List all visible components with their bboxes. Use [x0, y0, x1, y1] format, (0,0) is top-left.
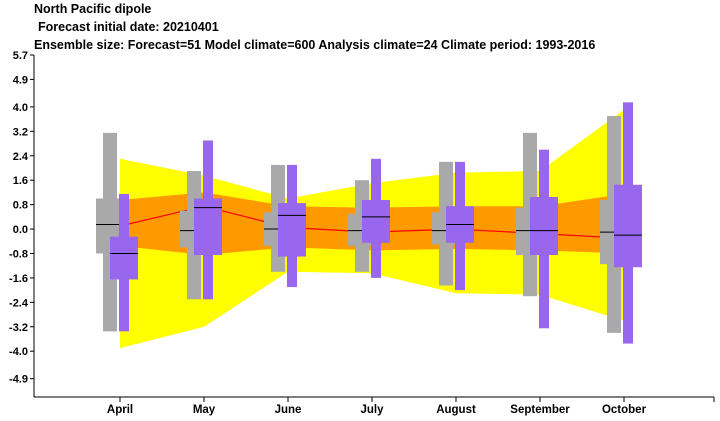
- x-tick-label: April: [107, 404, 133, 416]
- forecast-box: [362, 200, 390, 243]
- forecast-box: [530, 196, 558, 256]
- forecast-box: [110, 236, 138, 280]
- y-tick-label: -4.0: [9, 346, 28, 358]
- y-tick-label: -1.6: [9, 273, 28, 285]
- y-tick-label: 4.0: [13, 102, 28, 114]
- x-tick-label: August: [436, 404, 476, 416]
- forecast-box: [194, 198, 222, 256]
- x-tick-label: September: [510, 404, 570, 416]
- chart-ensemble-info: Ensemble size: Forecast=51 Model climate…: [34, 38, 596, 52]
- y-tick-label: 2.4: [13, 151, 29, 163]
- forecast-box: [278, 203, 306, 257]
- forecast-box: [614, 184, 642, 268]
- y-tick-label: 1.6: [13, 175, 28, 187]
- x-tick-label: October: [602, 404, 647, 416]
- y-tick-label: 4.9: [13, 74, 28, 86]
- y-tick-label: 5.7: [13, 50, 28, 62]
- y-tick-label: -2.4: [9, 297, 29, 309]
- chart-axes: 5.7 4.9 4.0 3.2 2.4 1.6 0.8 0.0 -0.8 -1.6 -2.4 -3.2…: [9, 50, 715, 416]
- x-tick-label: July: [360, 404, 384, 416]
- chart-title: North Pacific dipole: [34, 2, 152, 16]
- chart-subtitle: Forecast initial date: 20210401: [38, 20, 219, 34]
- y-tick-label: 0.0: [13, 224, 28, 236]
- y-tick-label: -3.2: [9, 322, 28, 334]
- x-tick-label: May: [193, 404, 216, 416]
- y-tick-label: -4.9: [9, 374, 28, 386]
- x-tick-label: June: [275, 404, 302, 416]
- y-tick-label: -0.8: [9, 248, 28, 260]
- box-plots: [96, 102, 642, 344]
- y-tick-label: 0.8: [13, 200, 28, 212]
- y-tick-label: 3.2: [13, 126, 28, 138]
